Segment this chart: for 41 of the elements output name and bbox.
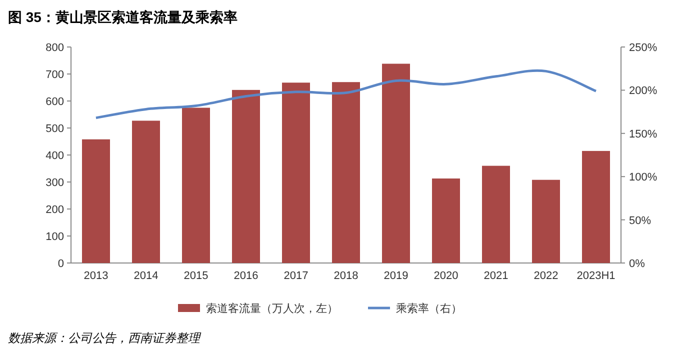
y2-tick-label: 250% <box>629 42 658 54</box>
y2-tick-label: 0% <box>629 258 646 270</box>
y-tick-label: 600 <box>46 96 64 108</box>
x-tick-label: 2016 <box>234 270 258 282</box>
bar <box>332 82 360 263</box>
bar <box>432 178 460 263</box>
legend-label: 乘索率（右） <box>396 302 462 315</box>
y-tick-label: 700 <box>46 69 64 81</box>
x-tick-label: 2018 <box>334 270 358 282</box>
x-tick-label: 2013 <box>84 270 108 282</box>
y2-tick-label: 150% <box>629 128 658 140</box>
y-tick-label: 200 <box>46 204 64 216</box>
bar <box>382 64 410 263</box>
y-tick-label: 500 <box>46 123 64 135</box>
x-tick-label: 2022 <box>534 270 558 282</box>
y-tick-label: 0 <box>58 258 64 270</box>
bar <box>232 90 260 263</box>
x-tick-label: 2023H1 <box>576 270 616 282</box>
bar <box>532 180 560 263</box>
bar <box>282 82 310 263</box>
bar <box>182 108 210 263</box>
bar <box>132 120 160 263</box>
bar <box>582 150 610 263</box>
x-tick-label: 2014 <box>134 270 158 282</box>
y2-tick-label: 200% <box>629 85 658 98</box>
x-tick-label: 2020 <box>434 270 458 282</box>
y-tick-label: 100 <box>46 231 64 243</box>
y-tick-label: 400 <box>46 150 64 162</box>
source-note: 数据来源：公司公告，西南证券整理 <box>8 331 202 345</box>
x-tick-label: 2021 <box>484 270 508 282</box>
y2-tick-label: 100% <box>629 172 658 184</box>
y-tick-label: 800 <box>46 42 64 54</box>
y-tick-label: 300 <box>46 177 64 189</box>
x-tick-label: 2017 <box>284 270 308 282</box>
x-tick-label: 2019 <box>384 270 408 282</box>
bar <box>82 139 110 263</box>
bar <box>482 166 510 263</box>
x-tick-label: 2015 <box>184 270 208 282</box>
legend-label: 索道客流量（万人次，左） <box>206 302 338 315</box>
chart-title: 图 35：黄山景区索道客流量及乘索率 <box>8 9 238 25</box>
y2-tick-label: 50% <box>629 214 652 227</box>
